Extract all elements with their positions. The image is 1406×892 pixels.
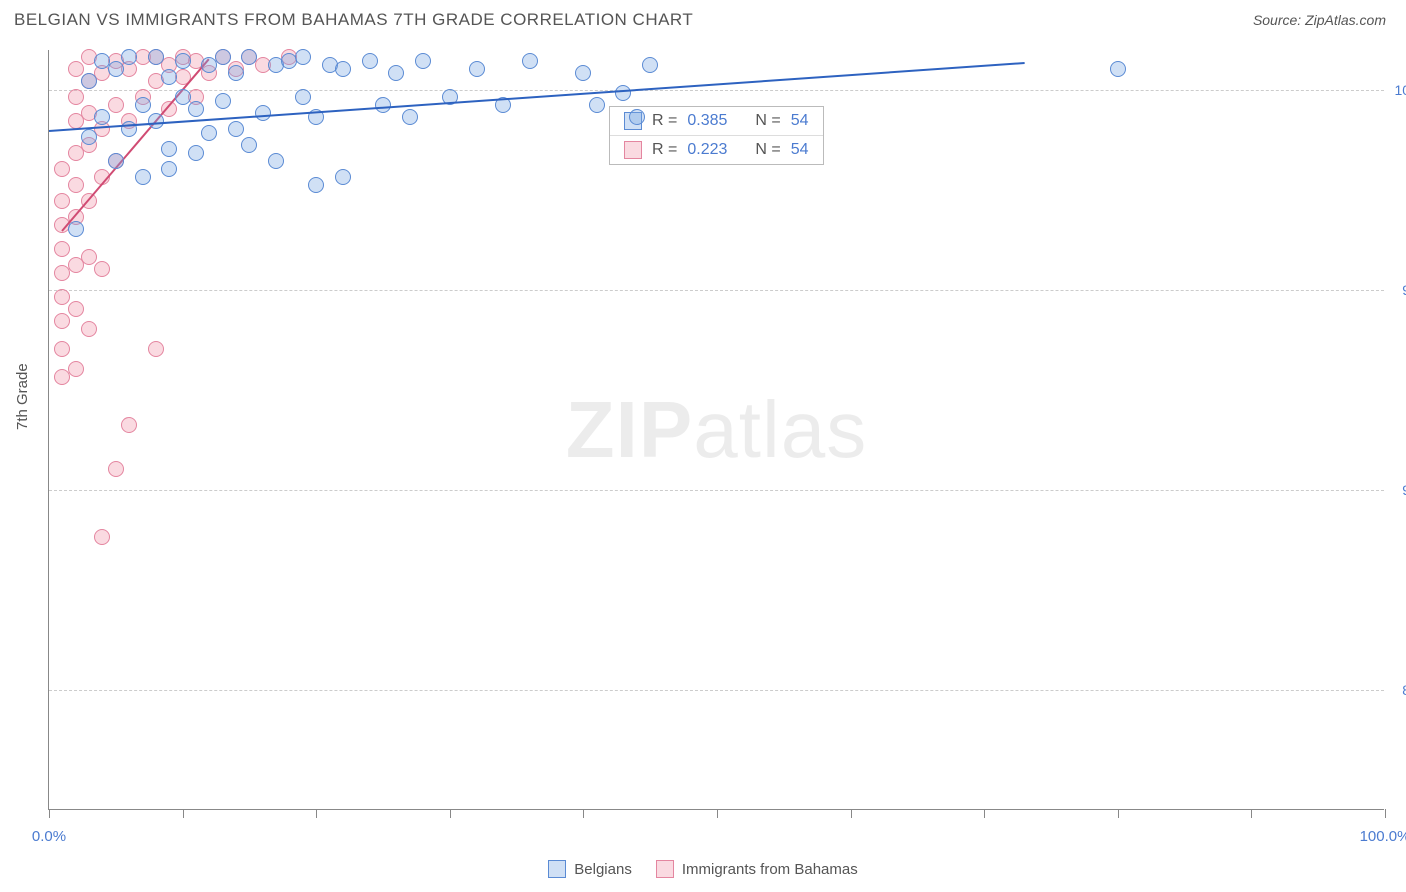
data-point-blue	[589, 97, 605, 113]
data-point-pink	[121, 417, 137, 433]
data-point-blue	[335, 61, 351, 77]
data-point-pink	[108, 461, 124, 477]
data-point-blue	[121, 49, 137, 65]
data-point-blue	[161, 69, 177, 85]
data-point-blue	[135, 97, 151, 113]
data-point-blue	[108, 153, 124, 169]
data-point-blue	[188, 145, 204, 161]
y-tick-label: 90.0%	[1402, 482, 1406, 498]
data-point-blue	[148, 113, 164, 129]
data-point-blue	[228, 65, 244, 81]
legend-swatch-blue	[548, 860, 566, 878]
data-point-blue	[108, 61, 124, 77]
data-point-blue	[335, 169, 351, 185]
data-point-pink	[54, 313, 70, 329]
legend-swatch-pink	[656, 860, 674, 878]
data-point-blue	[575, 65, 591, 81]
data-point-blue	[161, 141, 177, 157]
data-point-blue	[375, 97, 391, 113]
data-point-blue	[255, 105, 271, 121]
data-point-blue	[268, 153, 284, 169]
data-point-blue	[135, 169, 151, 185]
data-point-pink	[68, 89, 84, 105]
data-point-blue	[175, 89, 191, 105]
data-point-pink	[94, 529, 110, 545]
data-point-blue	[228, 121, 244, 137]
data-point-blue	[415, 53, 431, 69]
data-point-blue	[81, 129, 97, 145]
data-point-blue	[388, 65, 404, 81]
data-point-pink	[68, 177, 84, 193]
data-point-blue	[308, 177, 324, 193]
x-tick	[49, 809, 50, 818]
gridline	[49, 690, 1384, 691]
data-point-pink	[68, 361, 84, 377]
legend-item-pink: Immigrants from Bahamas	[656, 860, 858, 878]
stats-row-pink: R = 0.223 N = 54	[610, 136, 823, 164]
data-point-blue	[94, 109, 110, 125]
y-tick-label: 85.0%	[1402, 682, 1406, 698]
data-point-blue	[295, 49, 311, 65]
y-tick-label: 95.0%	[1402, 282, 1406, 298]
data-point-blue	[469, 61, 485, 77]
data-point-blue	[148, 49, 164, 65]
x-tick	[316, 809, 317, 818]
data-point-pink	[54, 341, 70, 357]
data-point-blue	[642, 57, 658, 73]
data-point-blue	[362, 53, 378, 69]
data-point-pink	[94, 261, 110, 277]
data-point-pink	[148, 341, 164, 357]
data-point-blue	[1110, 61, 1126, 77]
x-tick-label: 100.0%	[1360, 828, 1406, 845]
x-tick	[1385, 809, 1386, 818]
data-point-pink	[54, 161, 70, 177]
x-tick	[717, 809, 718, 818]
data-point-blue	[241, 49, 257, 65]
data-point-pink	[54, 241, 70, 257]
data-point-blue	[241, 137, 257, 153]
data-point-pink	[54, 289, 70, 305]
y-tick-label: 100.0%	[1395, 82, 1406, 98]
data-point-blue	[175, 53, 191, 69]
bottom-legend: Belgians Immigrants from Bahamas	[0, 860, 1406, 878]
data-point-pink	[68, 61, 84, 77]
gridline	[49, 290, 1384, 291]
chart-title: BELGIAN VS IMMIGRANTS FROM BAHAMAS 7TH G…	[14, 10, 693, 30]
data-point-pink	[81, 321, 97, 337]
data-point-blue	[615, 85, 631, 101]
y-axis-label: 7th Grade	[14, 363, 31, 430]
x-tick-label: 0.0%	[32, 828, 66, 845]
data-point-blue	[161, 161, 177, 177]
data-point-blue	[629, 109, 645, 125]
legend-label-pink: Immigrants from Bahamas	[682, 861, 858, 878]
x-tick	[450, 809, 451, 818]
plot-area: ZIPatlas R = 0.385 N = 54 R = 0.223 N = …	[48, 50, 1384, 810]
watermark: ZIPatlas	[566, 384, 867, 476]
data-point-blue	[188, 101, 204, 117]
data-point-blue	[81, 73, 97, 89]
legend-label-blue: Belgians	[574, 861, 632, 878]
legend-item-blue: Belgians	[548, 860, 632, 878]
gridline	[49, 490, 1384, 491]
data-point-pink	[108, 97, 124, 113]
data-point-blue	[215, 49, 231, 65]
x-tick	[1118, 809, 1119, 818]
data-point-pink	[68, 301, 84, 317]
data-point-blue	[201, 125, 217, 141]
x-tick	[1251, 809, 1252, 818]
data-point-blue	[402, 109, 418, 125]
swatch-pink	[624, 141, 642, 159]
x-tick	[984, 809, 985, 818]
source-attribution: Source: ZipAtlas.com	[1253, 12, 1386, 28]
x-tick	[183, 809, 184, 818]
data-point-blue	[68, 221, 84, 237]
gridline	[49, 90, 1384, 91]
data-point-pink	[81, 249, 97, 265]
data-point-blue	[215, 93, 231, 109]
data-point-blue	[295, 89, 311, 105]
x-tick	[583, 809, 584, 818]
x-tick	[851, 809, 852, 818]
data-point-pink	[54, 193, 70, 209]
data-point-blue	[522, 53, 538, 69]
